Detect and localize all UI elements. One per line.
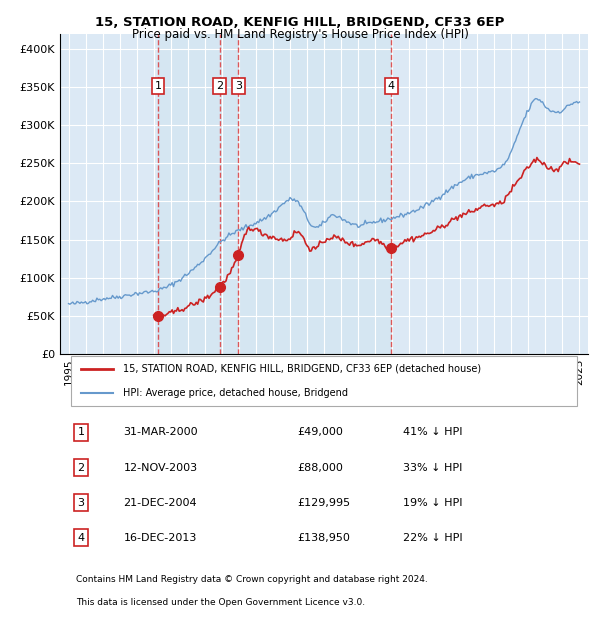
Text: 31-MAR-2000: 31-MAR-2000 xyxy=(124,427,198,437)
Text: 16-DEC-2013: 16-DEC-2013 xyxy=(124,533,197,542)
Text: 21-DEC-2004: 21-DEC-2004 xyxy=(124,498,197,508)
Text: HPI: Average price, detached house, Bridgend: HPI: Average price, detached house, Brid… xyxy=(124,388,349,398)
Text: 2: 2 xyxy=(77,463,85,472)
Text: 1: 1 xyxy=(77,427,85,437)
Text: 2: 2 xyxy=(216,81,223,91)
Text: Contains HM Land Registry data © Crown copyright and database right 2024.: Contains HM Land Registry data © Crown c… xyxy=(76,575,428,584)
Text: £138,950: £138,950 xyxy=(298,533,350,542)
Text: 19% ↓ HPI: 19% ↓ HPI xyxy=(403,498,463,508)
Text: 15, STATION ROAD, KENFIG HILL, BRIDGEND, CF33 6EP: 15, STATION ROAD, KENFIG HILL, BRIDGEND,… xyxy=(95,16,505,29)
Text: £49,000: £49,000 xyxy=(298,427,343,437)
Text: 4: 4 xyxy=(77,533,85,542)
Text: 22% ↓ HPI: 22% ↓ HPI xyxy=(403,533,463,542)
Text: This data is licensed under the Open Government Licence v3.0.: This data is licensed under the Open Gov… xyxy=(76,598,365,607)
Text: 3: 3 xyxy=(235,81,242,91)
Text: Price paid vs. HM Land Registry's House Price Index (HPI): Price paid vs. HM Land Registry's House … xyxy=(131,28,469,41)
Text: £88,000: £88,000 xyxy=(298,463,343,472)
Text: 15, STATION ROAD, KENFIG HILL, BRIDGEND, CF33 6EP (detached house): 15, STATION ROAD, KENFIG HILL, BRIDGEND,… xyxy=(124,364,481,374)
Text: 33% ↓ HPI: 33% ↓ HPI xyxy=(403,463,463,472)
FancyBboxPatch shape xyxy=(71,356,577,405)
Text: 1: 1 xyxy=(154,81,161,91)
Text: 41% ↓ HPI: 41% ↓ HPI xyxy=(403,427,463,437)
Text: 4: 4 xyxy=(388,81,395,91)
Text: 3: 3 xyxy=(77,498,85,508)
Text: 12-NOV-2003: 12-NOV-2003 xyxy=(124,463,197,472)
Text: £129,995: £129,995 xyxy=(298,498,351,508)
Bar xyxy=(158,34,391,353)
